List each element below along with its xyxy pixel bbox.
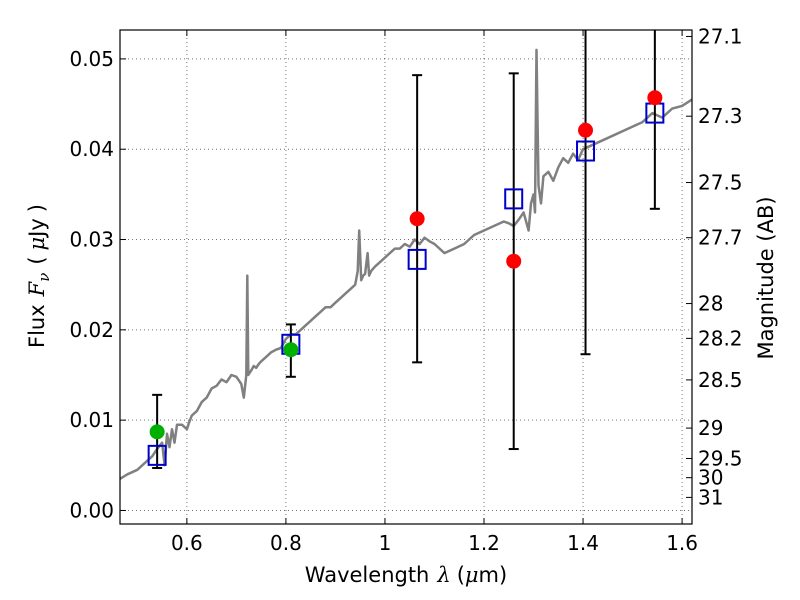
observed-red-point xyxy=(409,211,425,227)
observed-red-point xyxy=(647,90,663,106)
y-axis-label-subscript: ν xyxy=(35,273,53,282)
y-axis-label-unit-rest: Jy xyxy=(25,218,49,239)
x-tick-label: 1 xyxy=(379,531,392,555)
plot-area xyxy=(120,30,692,480)
y-axis-label: Flux Fν ( μJy) xyxy=(25,204,53,348)
x-tick-label: 1.2 xyxy=(468,531,500,555)
y-tick-label: 0.03 xyxy=(69,228,114,252)
observed-green-point xyxy=(149,424,165,440)
y-tick-label: 0.00 xyxy=(69,498,114,522)
y2-tick-label: 31 xyxy=(698,485,723,509)
y-tick-label: 0.01 xyxy=(69,408,114,432)
y-tick-label: 0.02 xyxy=(69,318,114,342)
y-axis-label-unit-open: ( xyxy=(25,256,49,264)
observed-green-point xyxy=(283,342,299,358)
x-axis-label-unit-mu: μ xyxy=(465,563,479,587)
y2-tick-label: 30 xyxy=(698,466,723,490)
grid xyxy=(120,30,692,524)
spectrum-line xyxy=(120,48,692,480)
y2-tick-label: 27.1 xyxy=(698,24,743,48)
y-axis-label-symbol: F xyxy=(25,280,49,297)
y-tick-label: 0.04 xyxy=(69,137,114,161)
y2-tick-label: 27.7 xyxy=(698,226,743,250)
x-axis-label-symbol: λ xyxy=(436,563,450,587)
x-axis-label-unit-open: ( xyxy=(457,563,465,587)
model-square-marker xyxy=(407,248,427,270)
x-tick-label: 0.8 xyxy=(270,531,302,555)
y-tick-label: 0.05 xyxy=(69,47,114,71)
y2-tick-label: 28.5 xyxy=(698,368,743,392)
y2-axis-label: Magnitude (AB) xyxy=(754,196,778,359)
model-square-marker xyxy=(576,140,596,162)
y2-tick-label: 28 xyxy=(698,292,723,316)
y2-tick-label: 27.5 xyxy=(698,171,743,195)
x-axis-label-text: Wavelength xyxy=(305,563,430,587)
y2-tick-label: 27.3 xyxy=(698,104,743,128)
x-axis-label-unit-rest: m) xyxy=(479,563,508,587)
plot-frame xyxy=(119,29,693,525)
observed-red-point xyxy=(578,122,594,138)
model-square-marker xyxy=(504,188,524,210)
model-square-marker xyxy=(147,444,167,466)
observed-red-point xyxy=(506,253,522,269)
y-axis-label-text: Flux xyxy=(25,304,49,348)
x-tick-label: 0.6 xyxy=(171,531,203,555)
axes: 0.6 0.8 1 1.2 1.4 1.6 0.00 0.01 0.02 0.03 0.04 0.05… xyxy=(69,24,742,555)
y2-tick-label: 29.5 xyxy=(698,446,743,470)
y-axis-label-unit-close: ) xyxy=(25,204,49,212)
y2-tick-label: 28.2 xyxy=(698,326,743,350)
y-axis-label-unit-mu: μ xyxy=(25,237,49,251)
x-axis-label: Wavelength λ (μm) xyxy=(305,563,507,587)
y2-tick-label: 29 xyxy=(698,416,723,440)
x-tick-label: 1.6 xyxy=(666,531,698,555)
x-tick-label: 1.4 xyxy=(567,531,599,555)
